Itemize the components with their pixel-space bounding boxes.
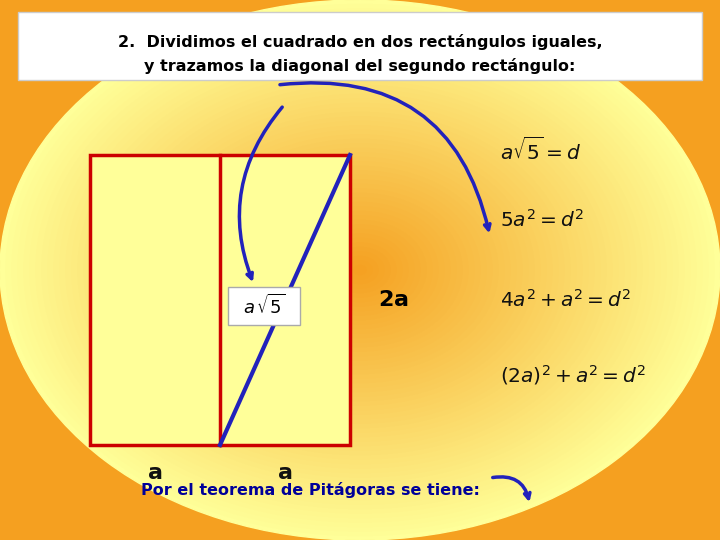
- Ellipse shape: [174, 131, 546, 409]
- Ellipse shape: [276, 207, 444, 333]
- Ellipse shape: [84, 63, 636, 477]
- Bar: [90, 155, 350, 445]
- Ellipse shape: [60, 45, 660, 495]
- Ellipse shape: [108, 81, 612, 459]
- Ellipse shape: [222, 166, 498, 374]
- Ellipse shape: [258, 193, 462, 347]
- Ellipse shape: [342, 256, 378, 284]
- Ellipse shape: [246, 185, 474, 355]
- Ellipse shape: [30, 23, 690, 517]
- Ellipse shape: [210, 158, 510, 382]
- Ellipse shape: [336, 252, 384, 288]
- Ellipse shape: [132, 99, 588, 441]
- Text: $a \sqrt{5} = d$: $a \sqrt{5} = d$: [500, 136, 581, 164]
- Ellipse shape: [204, 153, 516, 387]
- Ellipse shape: [168, 126, 552, 414]
- Ellipse shape: [294, 220, 426, 320]
- Ellipse shape: [306, 230, 414, 310]
- Ellipse shape: [198, 148, 522, 392]
- Text: $(2a)^{2} + a^{2} = d^{2}$: $(2a)^{2} + a^{2} = d^{2}$: [500, 363, 647, 387]
- Ellipse shape: [300, 225, 420, 315]
- Ellipse shape: [120, 90, 600, 450]
- Bar: [228, 287, 300, 325]
- Text: $5a^{2} = d^{2}$: $5a^{2} = d^{2}$: [500, 209, 584, 231]
- Text: Por el teorema de Pitágoras se tiene:: Por el teorema de Pitágoras se tiene:: [140, 482, 480, 498]
- Ellipse shape: [150, 112, 570, 428]
- Ellipse shape: [330, 247, 390, 293]
- Ellipse shape: [162, 122, 558, 418]
- Ellipse shape: [192, 144, 528, 396]
- Ellipse shape: [126, 94, 594, 445]
- Ellipse shape: [54, 40, 666, 500]
- Ellipse shape: [240, 180, 480, 360]
- Ellipse shape: [114, 85, 606, 455]
- Ellipse shape: [324, 243, 396, 297]
- Ellipse shape: [24, 18, 696, 522]
- Ellipse shape: [102, 77, 618, 463]
- Ellipse shape: [96, 72, 624, 468]
- Ellipse shape: [42, 31, 678, 509]
- Text: $\mathbf{2a}$: $\mathbf{2a}$: [378, 290, 409, 310]
- Text: $4a^{2} + a^{2} = d^{2}$: $4a^{2} + a^{2} = d^{2}$: [500, 289, 631, 311]
- Ellipse shape: [318, 239, 402, 301]
- Text: 2.  Dividimos el cuadrado en dos rectángulos iguales,: 2. Dividimos el cuadrado en dos rectángu…: [117, 34, 603, 50]
- Ellipse shape: [234, 176, 486, 364]
- Text: $a\,\sqrt{5}$: $a\,\sqrt{5}$: [243, 294, 285, 318]
- Ellipse shape: [66, 50, 654, 490]
- Text: y trazamos la diagonal del segundo rectángulo:: y trazamos la diagonal del segundo rectá…: [144, 58, 576, 74]
- Text: $\mathbf{a}$: $\mathbf{a}$: [277, 463, 292, 483]
- Ellipse shape: [180, 135, 540, 405]
- Ellipse shape: [138, 104, 582, 436]
- Ellipse shape: [252, 189, 468, 351]
- Bar: [90, 155, 220, 445]
- Ellipse shape: [216, 162, 504, 378]
- Ellipse shape: [36, 27, 684, 513]
- Ellipse shape: [72, 54, 648, 486]
- Ellipse shape: [90, 68, 630, 472]
- Bar: [220, 155, 350, 445]
- Bar: [18, 12, 702, 80]
- Text: $\mathbf{a}$: $\mathbf{a}$: [148, 463, 163, 483]
- Ellipse shape: [12, 9, 708, 531]
- Ellipse shape: [228, 171, 492, 369]
- Ellipse shape: [348, 261, 372, 279]
- Ellipse shape: [156, 117, 564, 423]
- Ellipse shape: [18, 14, 702, 526]
- Ellipse shape: [78, 58, 642, 482]
- Ellipse shape: [270, 202, 450, 338]
- Ellipse shape: [6, 4, 714, 536]
- Ellipse shape: [354, 266, 366, 274]
- Ellipse shape: [288, 216, 432, 324]
- Ellipse shape: [312, 234, 408, 306]
- Ellipse shape: [264, 198, 456, 342]
- Ellipse shape: [186, 139, 534, 401]
- Ellipse shape: [282, 212, 438, 328]
- Ellipse shape: [48, 36, 672, 504]
- Ellipse shape: [144, 108, 576, 432]
